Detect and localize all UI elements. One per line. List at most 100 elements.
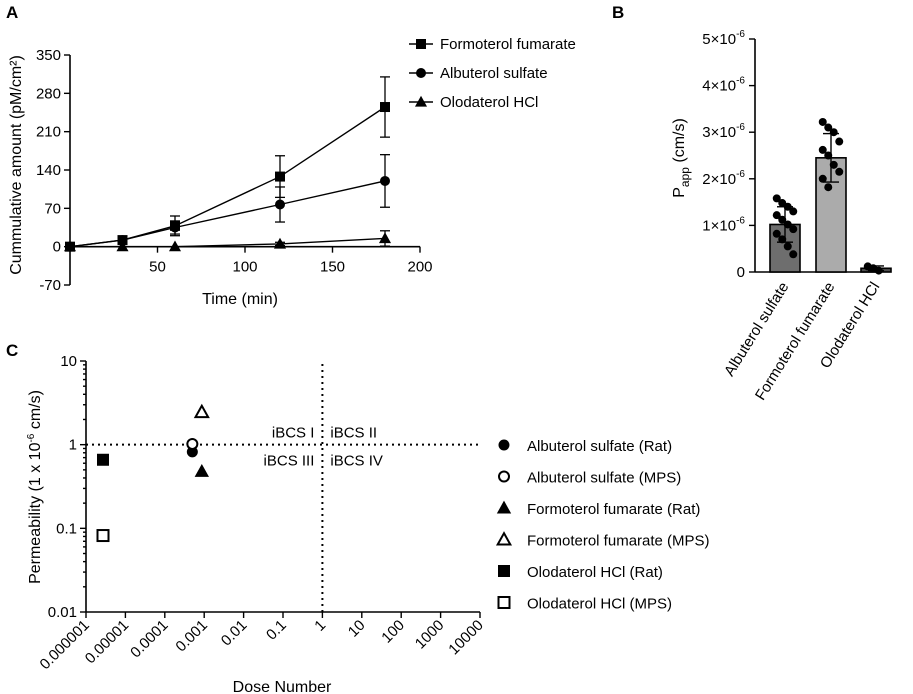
panel-b-category-label: Formoterol fumarate [752, 279, 838, 403]
bar-data-point [783, 220, 792, 229]
bar-data-point [835, 137, 844, 146]
series-line-square [69, 106, 386, 248]
bar-data-point [829, 160, 838, 169]
legend-marker-triangle [414, 95, 428, 107]
panel-c-x-tick-label: 0.0001 [127, 617, 171, 661]
panel-b-y-tick-mantissa: 1×10 [702, 217, 736, 234]
panel-a-y-tick-label: -70 [39, 277, 61, 294]
scatter-point-triangle-mps [193, 403, 210, 419]
panel-c-x-tick-label: 0.1 [263, 617, 290, 644]
panel-b-y-tick-exponent: -6 [736, 169, 745, 180]
panel-a-y-tick-label: 0 [53, 239, 61, 256]
panel-a-x-tick-label: 200 [407, 259, 432, 276]
panel-b-y-tick-exponent: -6 [736, 122, 745, 133]
bar-data-point [789, 250, 798, 259]
panel-a-x-tick-label: 150 [320, 259, 345, 276]
panel-c-x-tick-label: 0.00001 [82, 617, 132, 667]
legend-label: Albuterol sulfate [440, 65, 548, 82]
panel-a-y-tick-label: 70 [44, 200, 61, 217]
quadrant-label-ibcs-1: iBCS I [272, 425, 315, 442]
data-point-triangle [63, 240, 77, 252]
panel-c-y-tick-label: 10 [60, 353, 77, 370]
panel-b-y-tick-mantissa: 2×10 [702, 171, 736, 188]
panel-b-y-tick-label: 5×10-6 [702, 29, 745, 48]
panel-c-ylabel: Permeability (1 x 10-6 cm/s) [26, 390, 44, 584]
bar-data-point [778, 235, 787, 244]
series-line-circle [69, 180, 386, 248]
data-point-circle [380, 175, 390, 186]
legend-label: Formoterol fumarate (MPS) [527, 533, 710, 550]
panel-b-y-tick-label: 4×10-6 [702, 76, 745, 95]
panel-b-y-tick-mantissa: 5×10 [702, 31, 736, 48]
panel-label-b: B [612, 3, 624, 22]
panel-c-xlabel: Dose Number [233, 679, 332, 694]
bar-data-point [818, 117, 827, 126]
bar-data-point [789, 207, 798, 216]
scatter-point-square-mps [96, 529, 110, 543]
panel-b-chart: 01×10-62×10-63×10-64×10-65×10-6 Albutero… [671, 29, 892, 403]
panel-a-x-tick-label: 50 [149, 259, 166, 276]
panel-c-y-tick-label: 0.01 [48, 604, 77, 621]
bar-data-point [789, 225, 798, 234]
legend-label: Albuterol sulfate (Rat) [527, 438, 672, 455]
panel-a-x-tick-label: 100 [232, 259, 257, 276]
bar-data-point [874, 266, 883, 275]
bar-data-point [818, 145, 827, 154]
data-point-triangle [116, 240, 129, 252]
panel-c-x-tick-label: 1000 [412, 617, 448, 653]
panel-b-ylabel-unit: (cm/s) [671, 118, 688, 167]
panel-c-x-tick-label: 0.001 [172, 617, 211, 656]
data-point-circle [170, 222, 180, 233]
series-line-triangle [70, 237, 386, 248]
scatter-point-triangle-rat [194, 463, 209, 477]
panel-b-y-tick-mantissa: 3×10 [702, 124, 736, 141]
panel-c-x-tick-label: 1 [311, 617, 329, 635]
panel-b-y-tick-exponent: -6 [736, 29, 745, 40]
data-point-triangle [168, 240, 182, 252]
legend-marker-square [416, 39, 426, 49]
panel-c-x-tick-label: 100 [378, 617, 408, 647]
panel-c-x-tick-label: 0.000001 [37, 617, 93, 673]
panel-a-ylabel: Cummulative amount (pM/cm²) [8, 55, 25, 275]
legend-label: Olodaterol HCl [440, 94, 538, 111]
bar-data-point [835, 167, 844, 176]
bar-data-point [783, 242, 792, 251]
panel-a-xlabel: Time (min) [202, 291, 278, 308]
panel-c-ylabel-unit: cm/s) [27, 390, 44, 434]
legend-marker-circle [416, 68, 426, 78]
bar-data-point [778, 215, 787, 224]
legend-label: Albuterol sulfate (MPS) [527, 470, 681, 487]
legend-marker-circle-mps [498, 470, 510, 483]
quadrant-label-ibcs-2: iBCS II [330, 425, 377, 442]
panel-b-y-tick-exponent: -6 [736, 76, 745, 87]
legend-marker-square-mps [497, 596, 511, 609]
panel-a-y-tick-label: 210 [36, 124, 61, 141]
quadrant-label-ibcs-3: iBCS III [264, 453, 315, 470]
panel-c-x-tick-label: 10 [345, 617, 369, 641]
scatter-point-square-rat [96, 453, 109, 466]
panel-b-y-tick-label: 0 [737, 264, 745, 281]
legend-marker-triangle-mps [495, 531, 513, 546]
bar-data-point [824, 183, 833, 192]
panel-a-chart: -70 0 70 140 210 280 350 50 100 150 200 Formoterol… [8, 36, 576, 308]
legend-label: Formoterol fumarate (Rat) [527, 501, 700, 518]
panel-b-ylabel-sub: app [678, 167, 692, 187]
legend-marker-triangle-rat [496, 500, 512, 514]
quadrant-label-ibcs-4: iBCS IV [330, 453, 383, 470]
data-point-triangle [273, 237, 287, 249]
panel-b-y-tick-label: 3×10-6 [702, 122, 745, 141]
panel-c-ylabel-exp: -6 [26, 433, 37, 442]
legend-label: Formoterol fumarate [440, 36, 576, 53]
bar-data-point [829, 128, 838, 137]
data-point-square [380, 102, 390, 113]
panel-b-y-tick-mantissa: 0 [737, 264, 745, 281]
legend-marker-square-rat [498, 565, 510, 577]
bar-data-point [772, 229, 781, 238]
panel-a-y-tick-label: 350 [36, 47, 61, 64]
data-point-triangle [378, 232, 392, 244]
panel-c-y-tick-label: 0.1 [56, 520, 77, 537]
panel-b-ylabel-p: P [671, 187, 688, 198]
panel-b-y-tick-label: 1×10-6 [702, 215, 745, 234]
